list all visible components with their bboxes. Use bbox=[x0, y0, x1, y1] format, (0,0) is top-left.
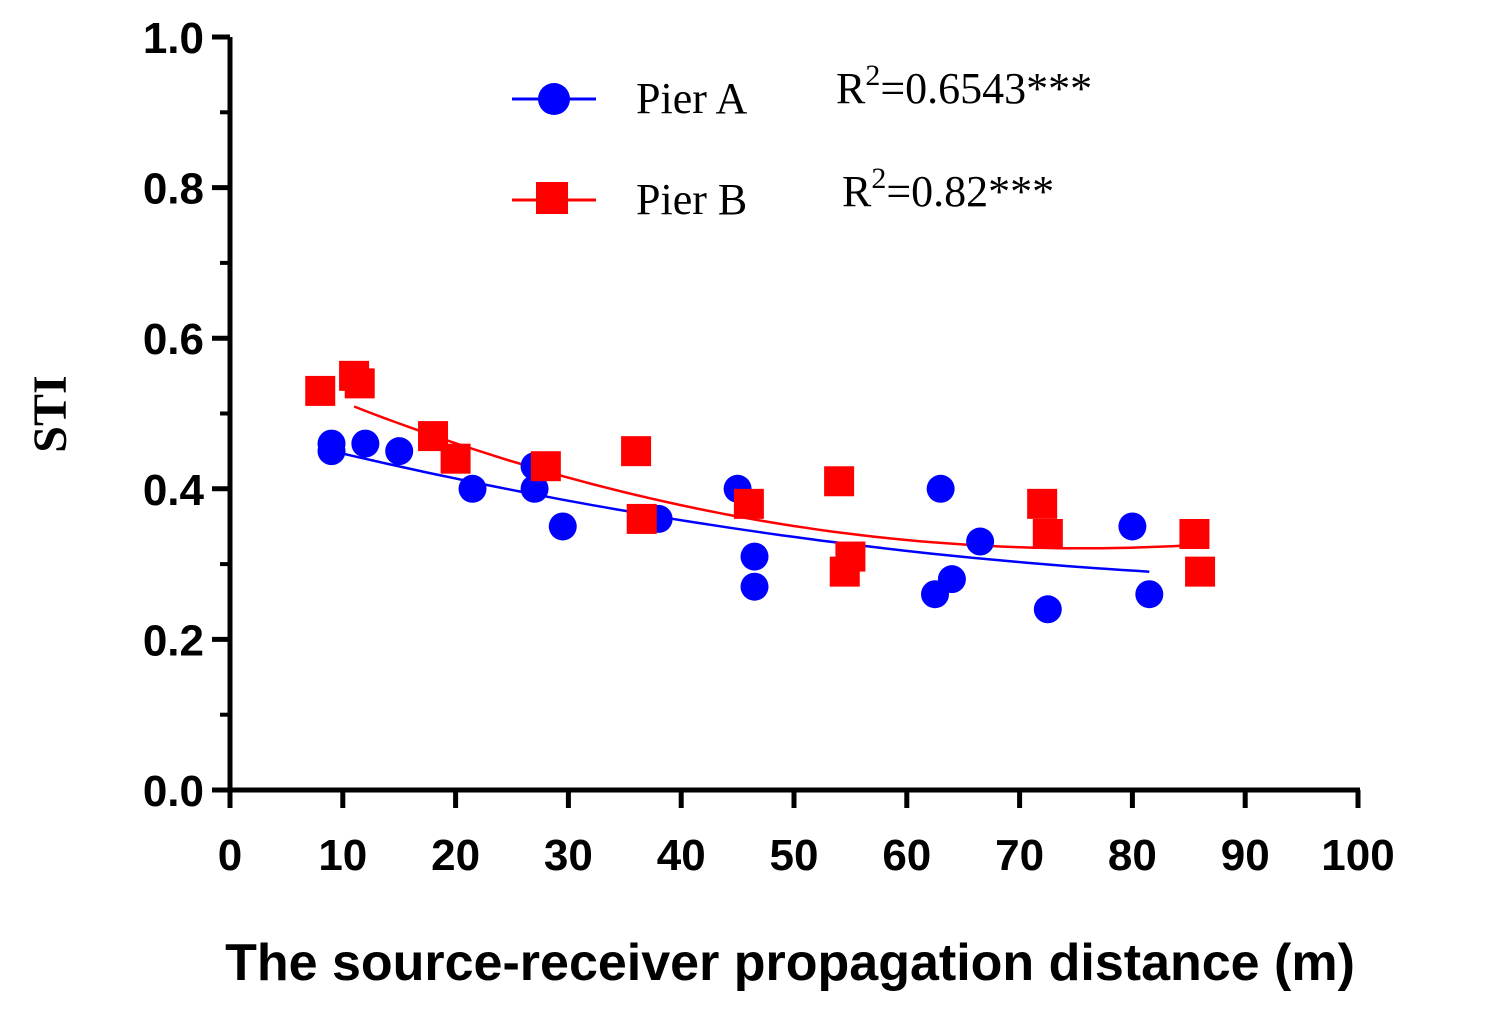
r2-annotation-pier-a: R2=0.6543*** bbox=[836, 59, 1092, 113]
x-tick-label: 60 bbox=[882, 831, 931, 880]
x-tick-label: 80 bbox=[1108, 831, 1157, 880]
y-axis-title: STI bbox=[24, 375, 77, 452]
legend: Pier A R2=0.6543*** Pier B R2=0.82*** bbox=[512, 59, 1092, 224]
point-pier-b bbox=[835, 541, 866, 572]
point-pier-a bbox=[937, 565, 966, 594]
x-tick-label: 100 bbox=[1321, 831, 1394, 880]
point-pier-b bbox=[1179, 518, 1210, 549]
legend-label-pier-a: Pier A bbox=[636, 74, 747, 123]
legend-item-pier-b: Pier B R2=0.82*** bbox=[512, 162, 1054, 224]
point-pier-a bbox=[317, 437, 346, 466]
point-pier-a bbox=[1033, 595, 1062, 624]
y-tick-label: 0.0 bbox=[143, 767, 204, 816]
point-pier-a bbox=[740, 572, 769, 601]
y-tick-label: 0.8 bbox=[143, 165, 204, 214]
x-tick-label: 70 bbox=[995, 831, 1044, 880]
point-pier-a bbox=[351, 429, 380, 458]
y-tick-label: 0.6 bbox=[143, 315, 204, 364]
x-tick-label: 30 bbox=[544, 831, 593, 880]
point-pier-a bbox=[548, 512, 577, 541]
axes: 0.0 0.2 0.4 0.6 0.8 1.0 0 10 20 30 40 50 60 70 80 90 100 bbox=[143, 14, 1395, 880]
point-pier-a bbox=[458, 474, 487, 503]
point-pier-b bbox=[1027, 488, 1058, 519]
x-tick-label: 20 bbox=[431, 831, 480, 880]
point-pier-b bbox=[1185, 556, 1216, 587]
point-pier-b bbox=[824, 466, 855, 497]
r2-annotation-pier-b: R2=0.82*** bbox=[842, 162, 1054, 216]
x-axis-title: The source-receiver propagation distance… bbox=[225, 934, 1355, 992]
legend-label-pier-b: Pier B bbox=[636, 175, 747, 224]
x-tick-label: 40 bbox=[657, 831, 706, 880]
y-tick-label: 0.2 bbox=[143, 616, 204, 665]
point-pier-b bbox=[344, 368, 375, 399]
x-tick-label: 50 bbox=[770, 831, 819, 880]
x-tick-label: 90 bbox=[1221, 831, 1270, 880]
y-tick-label: 0.4 bbox=[143, 466, 205, 515]
x-tick-label: 0 bbox=[218, 831, 242, 880]
point-pier-a bbox=[1118, 512, 1147, 541]
point-pier-b bbox=[621, 436, 652, 467]
point-pier-a bbox=[966, 527, 995, 556]
fit-curve-pier-b bbox=[353, 405, 1201, 550]
point-pier-a bbox=[520, 474, 549, 503]
legend-marker-pier-a bbox=[538, 83, 570, 115]
point-pier-a bbox=[926, 474, 955, 503]
point-pier-b bbox=[530, 451, 561, 482]
point-pier-a bbox=[1135, 580, 1164, 609]
legend-marker-pier-b bbox=[536, 182, 568, 214]
point-pier-a bbox=[740, 542, 769, 571]
point-pier-b bbox=[626, 503, 657, 534]
point-pier-b bbox=[440, 443, 471, 474]
y-tick-label: 1.0 bbox=[143, 14, 204, 63]
point-pier-a bbox=[385, 437, 414, 466]
point-pier-b bbox=[305, 375, 336, 406]
point-pier-b bbox=[1032, 518, 1063, 549]
x-tick-label: 10 bbox=[318, 831, 367, 880]
data-points bbox=[305, 360, 1216, 624]
point-pier-b bbox=[733, 488, 764, 519]
legend-item-pier-a: Pier A R2=0.6543*** bbox=[512, 59, 1092, 123]
